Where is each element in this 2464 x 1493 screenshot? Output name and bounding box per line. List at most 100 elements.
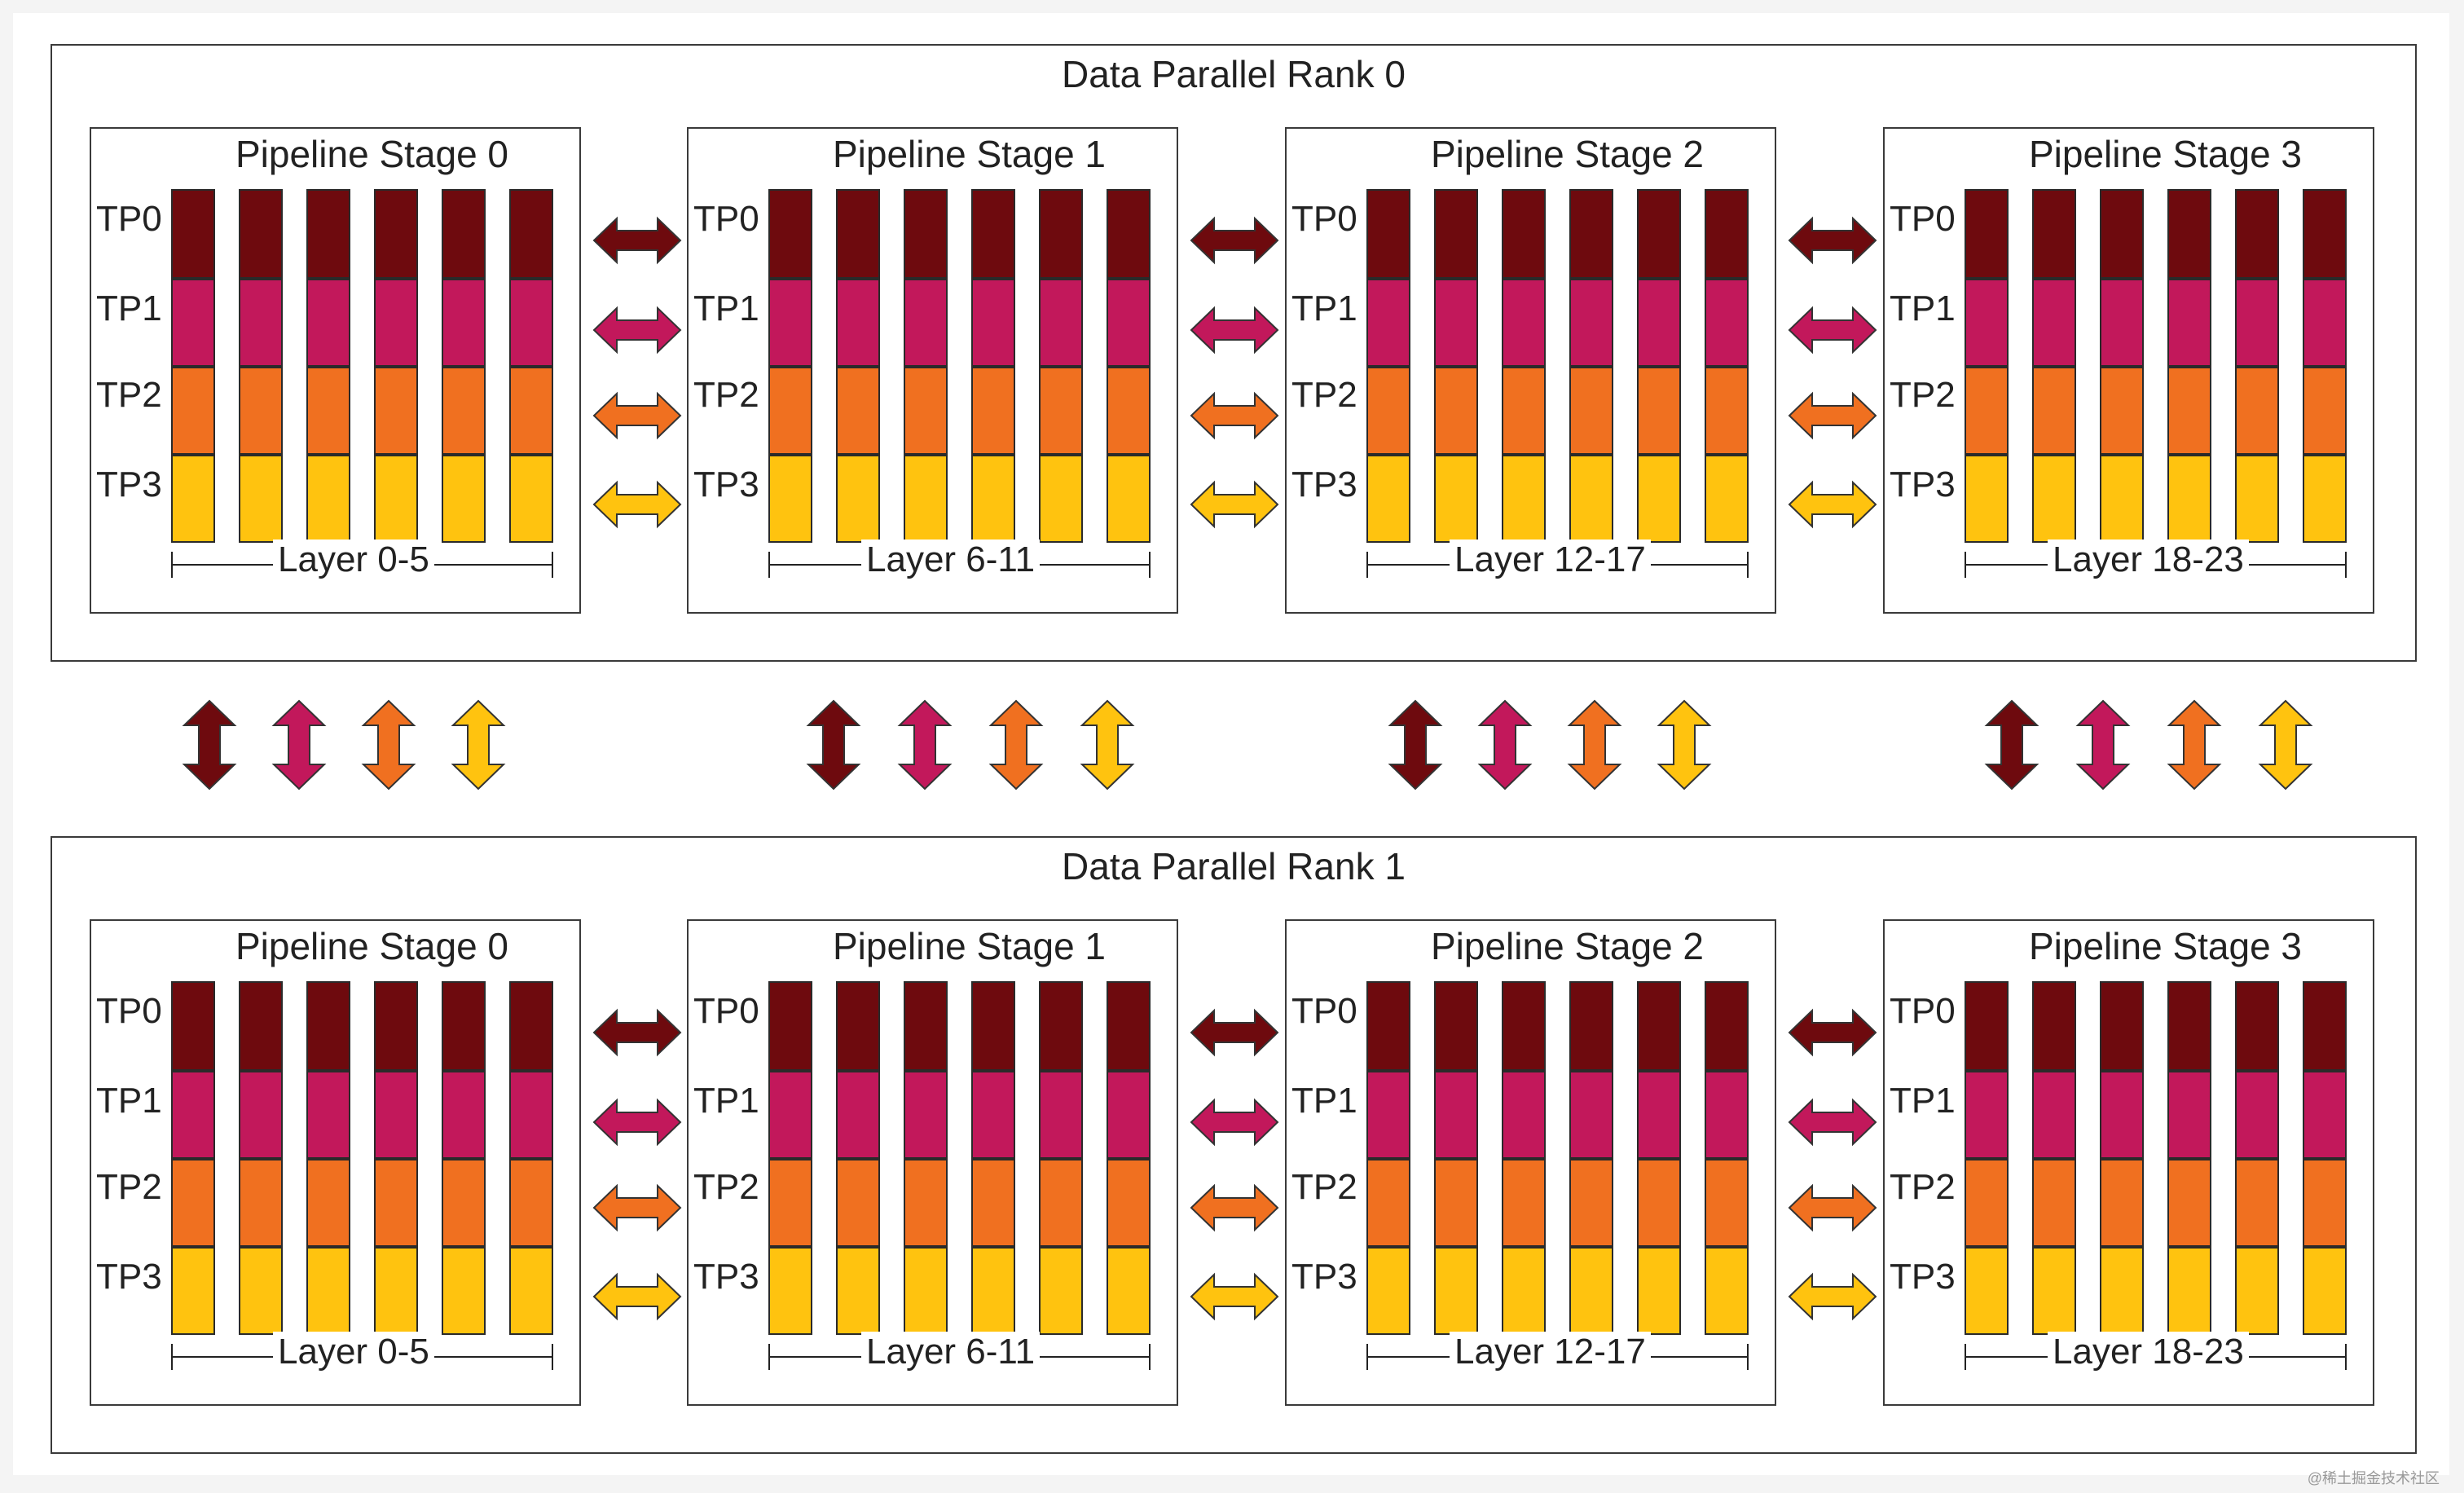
layer-shard-cell (442, 455, 486, 543)
layer-range-tick (768, 1344, 770, 1370)
layer-shard-cell (1965, 455, 2009, 543)
layer-range-tick (171, 1344, 173, 1370)
tp-label: TP2 (693, 375, 759, 415)
layer-shard-cell (442, 1071, 486, 1159)
layer-shard-cell (442, 279, 486, 367)
pipeline-stage-title: Pipeline Stage 2 (1430, 925, 1705, 967)
vertical-double-arrow-icon (271, 699, 328, 795)
layer-shard-cell (1965, 1159, 2009, 1247)
layer-shard-cell (2100, 279, 2144, 367)
layer-shard-cell (1039, 189, 1083, 279)
layer-shard-cell (1705, 981, 1749, 1071)
layer-shard-cell (2032, 1247, 2076, 1335)
vertical-double-arrow-icon (805, 699, 862, 795)
layer-shard-cell (442, 1247, 486, 1335)
layer-shard-cell (1637, 279, 1681, 367)
layer-shard-cell (836, 279, 880, 367)
horizontal-double-arrow-icon (1788, 1098, 1877, 1151)
layer-shard-cell (1107, 279, 1151, 367)
layer-shard-cell (306, 1159, 350, 1247)
layer-shard-cell (1434, 367, 1478, 455)
layer-shard-cell (1107, 981, 1151, 1071)
layer-shard-cell (971, 189, 1015, 279)
layer-shard-cell (442, 1159, 486, 1247)
layer-shard-cell (306, 367, 350, 455)
layer-range-label: Layer 0-5 (273, 540, 434, 580)
layer-shard-cell (2303, 1247, 2347, 1335)
layer-shard-cell (1965, 279, 2009, 367)
tp-label: TP3 (96, 1257, 162, 1297)
layer-shard-cell (904, 1159, 948, 1247)
layer-range-label: Layer 18-23 (2048, 1332, 2249, 1372)
layer-shard-cell (374, 367, 418, 455)
horizontal-double-arrow-icon (1788, 1183, 1877, 1236)
vertical-double-arrow-icon (2166, 699, 2223, 795)
layer-shard-cell (442, 981, 486, 1071)
layer-shard-cell (1107, 189, 1151, 279)
layer-shard-cell (1502, 367, 1546, 455)
vertical-double-arrow-icon (1476, 699, 1533, 795)
horizontal-double-arrow-icon (592, 1183, 682, 1236)
layer-shard-cell (2167, 981, 2211, 1071)
vertical-double-arrow-icon (450, 699, 507, 795)
layer-shard-cell (768, 279, 812, 367)
tp-label: TP3 (1291, 465, 1357, 504)
layer-shard-cell (768, 1071, 812, 1159)
layer-shard-cell (1965, 189, 2009, 279)
tp-label: TP1 (96, 288, 162, 328)
pipeline-stage-box: Pipeline Stage 1 TP0 TP1 TP2 TP3 Layer 6-11 (687, 127, 1178, 614)
layer-shard-cell (374, 279, 418, 367)
layer-shard-cell (306, 1247, 350, 1335)
layer-shard-cell (904, 279, 948, 367)
pipeline-stage-title: Pipeline Stage 2 (1430, 133, 1705, 175)
layer-shard-cell (509, 367, 553, 455)
layer-shard-cell (306, 189, 350, 279)
layer-range-tick (1366, 552, 1368, 578)
layer-shard-cell (2167, 1159, 2211, 1247)
layer-shard-cell (768, 1159, 812, 1247)
layer-shard-cell (1434, 1247, 1478, 1335)
layer-shard-cell (1569, 455, 1613, 543)
layer-shard-cell (239, 455, 283, 543)
layer-shard-cell (904, 455, 948, 543)
layer-shard-cell (2100, 981, 2144, 1071)
horizontal-double-arrow-icon (1190, 1272, 1279, 1325)
layer-shard-cell (836, 1071, 880, 1159)
layer-shard-cell (374, 455, 418, 543)
layer-shard-cell (509, 189, 553, 279)
layer-shard-cell (509, 279, 553, 367)
tp-label: TP2 (1291, 1167, 1357, 1207)
rank-title: Data Parallel Rank 1 (1062, 845, 1406, 887)
layer-shard-cell (2167, 1247, 2211, 1335)
layer-shard-cell (836, 455, 880, 543)
layer-shard-cell (2303, 367, 2347, 455)
pipeline-stage-title: Pipeline Stage 3 (2028, 133, 2303, 175)
layer-shard-cell (2235, 981, 2279, 1071)
layer-shard-cell (171, 981, 215, 1071)
horizontal-double-arrow-icon (1190, 216, 1279, 269)
pipeline-stage-title: Pipeline Stage 0 (235, 133, 509, 175)
layer-shard-cell (904, 1071, 948, 1159)
layer-shard-cell (1107, 367, 1151, 455)
layer-shard-cell (2100, 455, 2144, 543)
layer-shard-cell (1039, 1071, 1083, 1159)
layer-shard-cell (2235, 189, 2279, 279)
layer-shard-cell (1705, 189, 1749, 279)
vertical-double-arrow-icon (1983, 699, 2040, 795)
tp-label: TP0 (1291, 199, 1357, 239)
layer-shard-cell (768, 1247, 812, 1335)
layer-shard-cell (1434, 981, 1478, 1071)
layer-range-tick (171, 552, 173, 578)
layer-shard-cell (1107, 455, 1151, 543)
layer-shard-cell (2100, 189, 2144, 279)
layer-shard-cell (1107, 1159, 1151, 1247)
layer-shard-cell (971, 981, 1015, 1071)
layer-shard-cell (239, 367, 283, 455)
vertical-double-arrow-icon (2075, 699, 2132, 795)
layer-shard-cell (239, 1071, 283, 1159)
rank-title: Data Parallel Rank 0 (1062, 53, 1406, 95)
tp-label: TP3 (693, 1257, 759, 1297)
layer-shard-cell (2167, 1071, 2211, 1159)
layer-shard-cell (1366, 279, 1410, 367)
tp-label: TP1 (1890, 1081, 1956, 1121)
